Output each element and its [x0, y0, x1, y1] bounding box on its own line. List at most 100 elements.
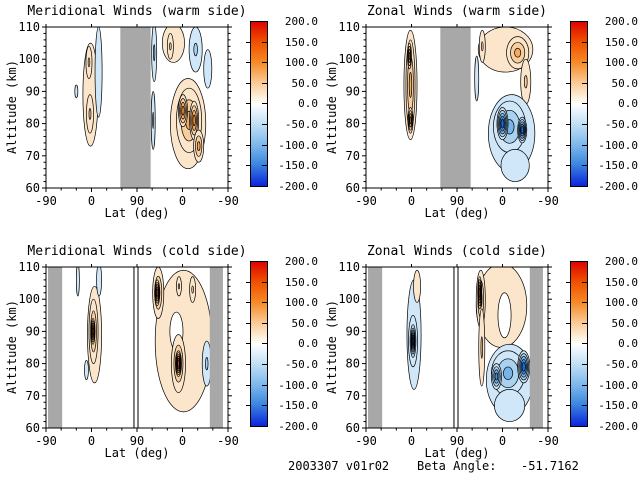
y-tick-label: 70: [346, 149, 360, 163]
x-axis-label: Lat (deg): [104, 446, 170, 460]
y-tick-label: 110: [18, 20, 40, 34]
x-axis-label: Lat (deg): [424, 206, 490, 220]
contour-blobs: [74, 27, 213, 188]
panel-title: Zonal Winds (warm side): [366, 4, 547, 19]
x-tick-label: 0: [179, 194, 186, 208]
data-gap-band: [120, 27, 151, 188]
colorbar-tick-label: -200.0: [598, 179, 638, 193]
x-tick-label: -90: [35, 194, 57, 208]
y-tick-label: 80: [26, 357, 40, 371]
colorbar-tick-label: -200.0: [598, 419, 638, 433]
x-tick-label: -90: [355, 194, 377, 208]
colorbar-tick-label: -50.0: [284, 118, 318, 131]
x-tick-label: 90: [450, 434, 464, 448]
contour-blobs: [48, 267, 223, 428]
x-tick-label: -90: [217, 434, 239, 448]
colorbar-tick-label: 100.0: [604, 56, 638, 70]
axis-ticks: [42, 24, 232, 192]
colorbar-tick-label: -100.0: [278, 138, 318, 152]
y-tick-label: 90: [26, 324, 40, 338]
x-tick-label: 0: [499, 194, 506, 208]
x-tick-label: -90: [537, 434, 559, 448]
data-gap-band: [48, 267, 63, 428]
colorbar-tick-label: 50.0: [291, 316, 319, 330]
colorbar-tick-label: 200.0: [604, 15, 638, 28]
y-tick-label: 70: [26, 149, 40, 163]
axis-ticks: [42, 264, 232, 432]
colorbar-tick-label: 100.0: [284, 56, 318, 70]
colorbar-labels: 200.0 150.0 100.0 50.0 0.0 -50.0 -100.0 -150.0 -…: [270, 256, 319, 432]
x-axis-label: Lat (deg): [104, 206, 170, 220]
colorbar-tick-label: -150.0: [278, 399, 318, 413]
colorbar-tick-label: -100.0: [598, 378, 638, 392]
x-tick-label: 90: [130, 434, 144, 448]
panel-zonal-cold: Zonal Winds (cold side) Altitude (km) La…: [320, 240, 640, 480]
panel-title: Meridional Winds (cold side): [27, 244, 247, 259]
colorbar: 200.0 150.0 100.0 50.0 0.0 -50.0 -100.0 -150.0 -…: [246, 256, 320, 432]
colorbar-tick-label: 0.0: [618, 97, 638, 111]
y-tick-label: 60: [346, 421, 360, 435]
colorbar-tick-label: -200.0: [278, 179, 318, 193]
y-tick-label: 60: [26, 421, 40, 435]
x-tick-label: 0: [408, 434, 415, 448]
y-tick-label: 60: [26, 181, 40, 195]
y-tick-label: 90: [346, 84, 360, 98]
y-tick-label: 70: [26, 389, 40, 403]
colorbar-tick-label: 200.0: [284, 15, 318, 28]
x-tick-label: 0: [408, 194, 415, 208]
y-tick-label: 100: [338, 52, 360, 66]
panel-title: Meridional Winds (warm side): [27, 4, 247, 19]
y-tick-label: 80: [346, 117, 360, 131]
x-tick-label: -90: [537, 194, 559, 208]
colorbar-tick-label: 200.0: [284, 255, 318, 268]
x-tick-label: 0: [88, 434, 95, 448]
y-tick-label: 80: [346, 357, 360, 371]
colorbar-tick-label: 0.0: [298, 97, 318, 111]
colorbar-labels: 200.0 150.0 100.0 50.0 0.0 -50.0 -100.0 -150.0 -…: [590, 16, 639, 192]
y-tick-label: 60: [346, 181, 360, 195]
colorbar-tick-label: 50.0: [611, 316, 639, 330]
panel-zonal-warm: Zonal Winds (warm side) Altitude (km) La…: [320, 0, 640, 240]
colorbar-tick-label: 50.0: [611, 76, 639, 90]
y-tick-label: 110: [18, 260, 40, 274]
panel-meridional-cold: Meridional Winds (cold side) Altitude (k…: [0, 240, 320, 480]
colorbar-tick-label: -50.0: [284, 358, 318, 371]
data-gap-band: [440, 27, 471, 188]
y-tick-label: 110: [338, 20, 360, 34]
colorbar: 200.0 150.0 100.0 50.0 0.0 -50.0 -100.0 -150.0 -…: [246, 16, 320, 192]
colorbar-tick-label: 150.0: [284, 275, 318, 289]
x-tick-label: -90: [35, 434, 57, 448]
x-tick-label: 0: [88, 194, 95, 208]
x-tick-label: 90: [130, 194, 144, 208]
colorbar-tick-label: 100.0: [284, 296, 318, 310]
colorbar-labels: 200.0 150.0 100.0 50.0 0.0 -50.0 -100.0 -150.0 -…: [270, 16, 318, 192]
y-tick-label: 80: [26, 117, 40, 131]
colorbar-tick-label: -200.0: [278, 419, 318, 433]
contour-blobs: [368, 267, 543, 428]
panel-title: Zonal Winds (cold side): [366, 244, 547, 259]
x-tick-label: -90: [217, 194, 239, 208]
y-tick-label: 110: [338, 260, 360, 274]
colorbar-tick-label: 100.0: [604, 296, 638, 310]
colorbar-tick-label: 0.0: [618, 337, 638, 351]
y-tick-label: 100: [18, 52, 40, 66]
colorbar-tick-label: -50.0: [604, 118, 638, 131]
x-tick-label: 0: [499, 434, 506, 448]
y-tick-label: 90: [346, 324, 360, 338]
colorbar-tick-label: -150.0: [598, 159, 638, 173]
colorbar-tick-label: 200.0: [604, 255, 638, 268]
colorbar-tick-label: -150.0: [278, 159, 318, 173]
y-tick-label: 100: [338, 292, 360, 306]
x-tick-label: 90: [450, 194, 464, 208]
data-gap-band: [209, 267, 223, 428]
beta-angle-label: Beta Angle:: [417, 459, 497, 473]
x-tick-label: -90: [355, 434, 377, 448]
